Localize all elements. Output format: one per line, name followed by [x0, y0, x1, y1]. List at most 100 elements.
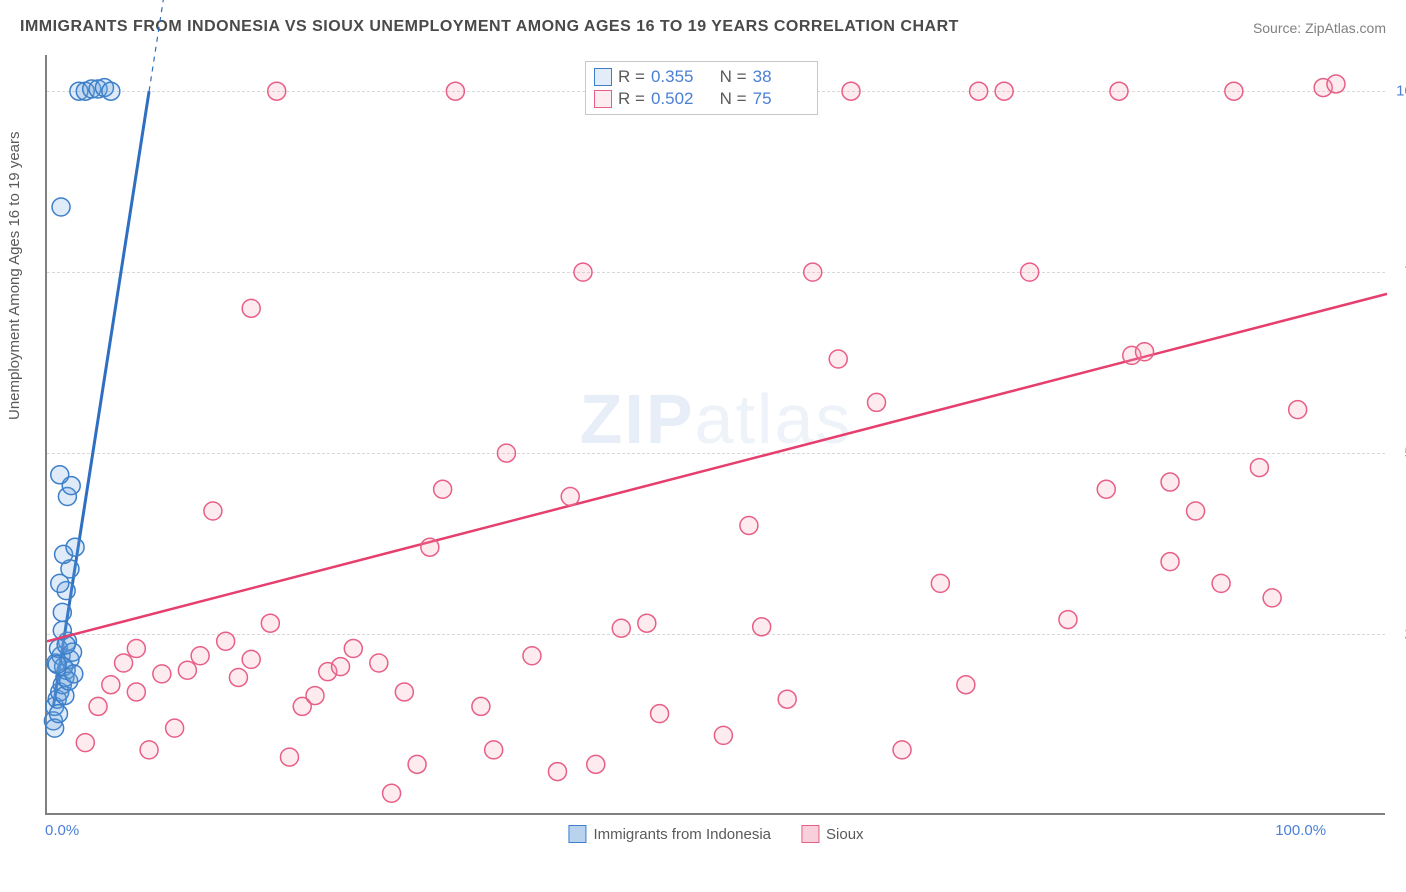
- data-point: [714, 726, 732, 744]
- data-point: [523, 647, 541, 665]
- data-point: [102, 82, 120, 100]
- data-point: [587, 755, 605, 773]
- data-point: [332, 658, 350, 676]
- data-point: [127, 640, 145, 658]
- stat-r-label: R =: [618, 89, 645, 109]
- data-point: [842, 82, 860, 100]
- legend-swatch: [568, 825, 586, 843]
- data-point: [1161, 553, 1179, 571]
- stat-r-value: 0.355: [651, 67, 703, 87]
- y-tick-label: 50.0%: [1392, 445, 1406, 462]
- data-point: [804, 263, 822, 281]
- data-point: [829, 350, 847, 368]
- data-point: [242, 299, 260, 317]
- data-point: [1289, 401, 1307, 419]
- correlation-legend: R = 0.355 N = 38R = 0.502 N = 75: [585, 61, 818, 115]
- y-axis-label: Unemployment Among Ages 16 to 19 years: [6, 131, 23, 420]
- data-point: [497, 444, 515, 462]
- data-point: [166, 719, 184, 737]
- x-tick-label: 0.0%: [45, 822, 79, 839]
- data-point: [217, 632, 235, 650]
- data-point: [561, 488, 579, 506]
- data-point: [651, 705, 669, 723]
- scatter-svg: [47, 55, 1385, 813]
- legend-stats-row: R = 0.502 N = 75: [594, 88, 805, 110]
- data-point: [76, 734, 94, 752]
- data-point: [395, 683, 413, 701]
- data-point: [868, 393, 886, 411]
- legend-item: Sioux: [801, 825, 864, 843]
- data-point: [421, 538, 439, 556]
- data-point: [370, 654, 388, 672]
- legend-label: Sioux: [826, 826, 864, 843]
- data-point: [995, 82, 1013, 100]
- stat-n-value: 38: [753, 67, 805, 87]
- data-point: [1263, 589, 1281, 607]
- x-tick-label: 100.0%: [1275, 822, 1326, 839]
- data-point: [261, 614, 279, 632]
- data-point: [140, 741, 158, 759]
- data-point: [102, 676, 120, 694]
- data-point: [638, 614, 656, 632]
- data-point: [408, 755, 426, 773]
- data-point: [204, 502, 222, 520]
- stat-n-value: 75: [753, 89, 805, 109]
- data-point: [485, 741, 503, 759]
- data-point: [1059, 611, 1077, 629]
- data-point: [1161, 473, 1179, 491]
- data-point: [344, 640, 362, 658]
- data-point: [49, 705, 67, 723]
- y-tick-label: 25.0%: [1392, 626, 1406, 643]
- plot-area: ZIPatlas R = 0.355 N = 38R = 0.502 N = 7…: [45, 55, 1385, 815]
- data-point: [89, 697, 107, 715]
- legend-swatch: [801, 825, 819, 843]
- data-point: [178, 661, 196, 679]
- data-point: [1250, 459, 1268, 477]
- data-point: [51, 466, 69, 484]
- data-point: [306, 687, 324, 705]
- data-point: [472, 697, 490, 715]
- stat-r-value: 0.502: [651, 89, 703, 109]
- legend-swatch: [594, 90, 612, 108]
- data-point: [191, 647, 209, 665]
- data-point: [52, 198, 70, 216]
- stat-n-label: N =: [720, 67, 747, 87]
- data-point: [280, 748, 298, 766]
- data-point: [753, 618, 771, 636]
- data-point: [1021, 263, 1039, 281]
- data-point: [153, 665, 171, 683]
- data-point: [383, 784, 401, 802]
- data-point: [612, 619, 630, 637]
- data-point: [970, 82, 988, 100]
- data-point: [65, 665, 83, 683]
- data-point: [548, 763, 566, 781]
- data-point: [778, 690, 796, 708]
- trend-line-dashed: [149, 0, 206, 91]
- source-attribution: Source: ZipAtlas.com: [1253, 20, 1386, 36]
- data-point: [434, 480, 452, 498]
- data-point: [1187, 502, 1205, 520]
- data-point: [931, 574, 949, 592]
- series-legend: Immigrants from Indonesia Sioux: [568, 825, 863, 843]
- data-point: [957, 676, 975, 694]
- data-point: [1110, 82, 1128, 100]
- data-point: [268, 82, 286, 100]
- data-point: [66, 538, 84, 556]
- data-point: [1327, 75, 1345, 93]
- data-point: [127, 683, 145, 701]
- data-point: [115, 654, 133, 672]
- y-tick-label: 100.0%: [1392, 83, 1406, 100]
- data-point: [574, 263, 592, 281]
- data-point: [740, 516, 758, 534]
- legend-label: Immigrants from Indonesia: [593, 826, 771, 843]
- data-point: [1136, 343, 1154, 361]
- trend-line: [47, 294, 1387, 641]
- data-point: [53, 603, 71, 621]
- data-point: [1212, 574, 1230, 592]
- data-point: [893, 741, 911, 759]
- data-point: [48, 655, 66, 673]
- stat-n-label: N =: [720, 89, 747, 109]
- data-point: [446, 82, 464, 100]
- data-point: [229, 668, 247, 686]
- legend-item: Immigrants from Indonesia: [568, 825, 771, 843]
